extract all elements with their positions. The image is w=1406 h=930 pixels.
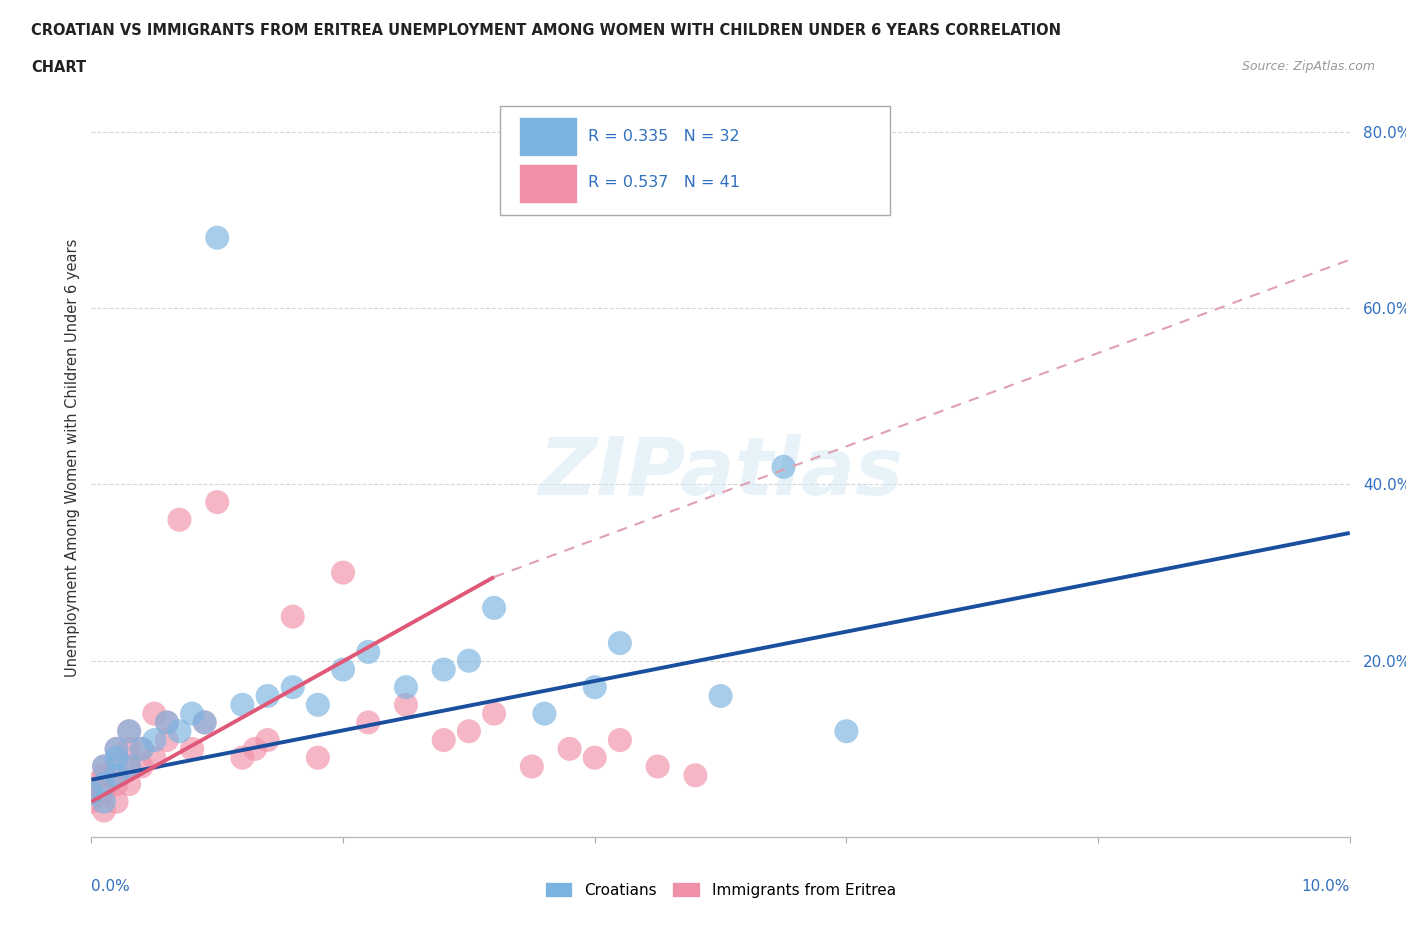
Point xyxy=(93,786,115,801)
Point xyxy=(281,609,304,624)
Point xyxy=(685,768,707,783)
FancyBboxPatch shape xyxy=(519,117,576,156)
Point xyxy=(156,715,179,730)
Point xyxy=(105,759,128,774)
Point xyxy=(194,715,217,730)
Text: ZIPatlas: ZIPatlas xyxy=(538,434,903,512)
Point xyxy=(583,751,606,765)
Point xyxy=(143,733,166,748)
Point xyxy=(307,698,329,712)
Point xyxy=(457,724,479,738)
Point xyxy=(118,724,141,738)
Point xyxy=(482,706,505,721)
Point xyxy=(131,741,153,756)
Point xyxy=(243,741,266,756)
Point xyxy=(457,653,479,668)
Point xyxy=(205,495,228,510)
Point xyxy=(609,636,631,651)
Text: R = 0.537   N = 41: R = 0.537 N = 41 xyxy=(589,175,741,190)
Point xyxy=(105,777,128,791)
Point xyxy=(835,724,858,738)
Point xyxy=(93,759,115,774)
Point xyxy=(80,777,103,791)
Text: CROATIAN VS IMMIGRANTS FROM ERITREA UNEMPLOYMENT AMONG WOMEN WITH CHILDREN UNDER: CROATIAN VS IMMIGRANTS FROM ERITREA UNEM… xyxy=(31,23,1062,38)
Point xyxy=(357,715,380,730)
Point xyxy=(307,751,329,765)
Point xyxy=(118,759,141,774)
Point xyxy=(533,706,555,721)
Point xyxy=(433,662,456,677)
Point xyxy=(772,459,794,474)
Point xyxy=(105,741,128,756)
Point xyxy=(181,706,204,721)
Point xyxy=(93,794,115,809)
Point xyxy=(281,680,304,695)
Point xyxy=(181,741,204,756)
Point xyxy=(118,759,141,774)
Point xyxy=(118,741,141,756)
Point xyxy=(205,231,228,246)
Point xyxy=(395,680,418,695)
FancyBboxPatch shape xyxy=(501,106,890,216)
Point xyxy=(609,733,631,748)
Point xyxy=(93,768,115,783)
Point xyxy=(131,759,153,774)
FancyBboxPatch shape xyxy=(519,164,576,203)
Point xyxy=(433,733,456,748)
Point xyxy=(93,759,115,774)
Point xyxy=(143,751,166,765)
Point xyxy=(332,662,354,677)
Point xyxy=(558,741,581,756)
Point xyxy=(105,751,128,765)
Point xyxy=(357,644,380,659)
Point xyxy=(482,601,505,616)
Point xyxy=(80,786,103,801)
Text: 0.0%: 0.0% xyxy=(91,879,131,894)
Point xyxy=(256,688,278,703)
Point xyxy=(156,715,179,730)
Point xyxy=(156,733,179,748)
Point xyxy=(231,751,253,765)
Point xyxy=(256,733,278,748)
Point xyxy=(105,768,128,783)
Point xyxy=(647,759,669,774)
Point xyxy=(105,794,128,809)
Point xyxy=(709,688,731,703)
Point xyxy=(143,706,166,721)
Point xyxy=(169,724,191,738)
Y-axis label: Unemployment Among Women with Children Under 6 years: Unemployment Among Women with Children U… xyxy=(65,239,80,677)
Text: 10.0%: 10.0% xyxy=(1302,879,1350,894)
Point xyxy=(583,680,606,695)
Point xyxy=(80,794,103,809)
Point xyxy=(169,512,191,527)
Text: R = 0.335   N = 32: R = 0.335 N = 32 xyxy=(589,129,740,144)
Point xyxy=(93,777,115,791)
Text: Source: ZipAtlas.com: Source: ZipAtlas.com xyxy=(1241,60,1375,73)
Point xyxy=(395,698,418,712)
Point xyxy=(93,804,115,818)
Point xyxy=(332,565,354,580)
Point xyxy=(131,741,153,756)
Text: CHART: CHART xyxy=(31,60,86,75)
Point xyxy=(194,715,217,730)
Point xyxy=(231,698,253,712)
Point xyxy=(118,724,141,738)
Point xyxy=(105,741,128,756)
Point xyxy=(520,759,543,774)
Legend: Croatians, Immigrants from Eritrea: Croatians, Immigrants from Eritrea xyxy=(537,874,904,905)
Point xyxy=(118,777,141,791)
